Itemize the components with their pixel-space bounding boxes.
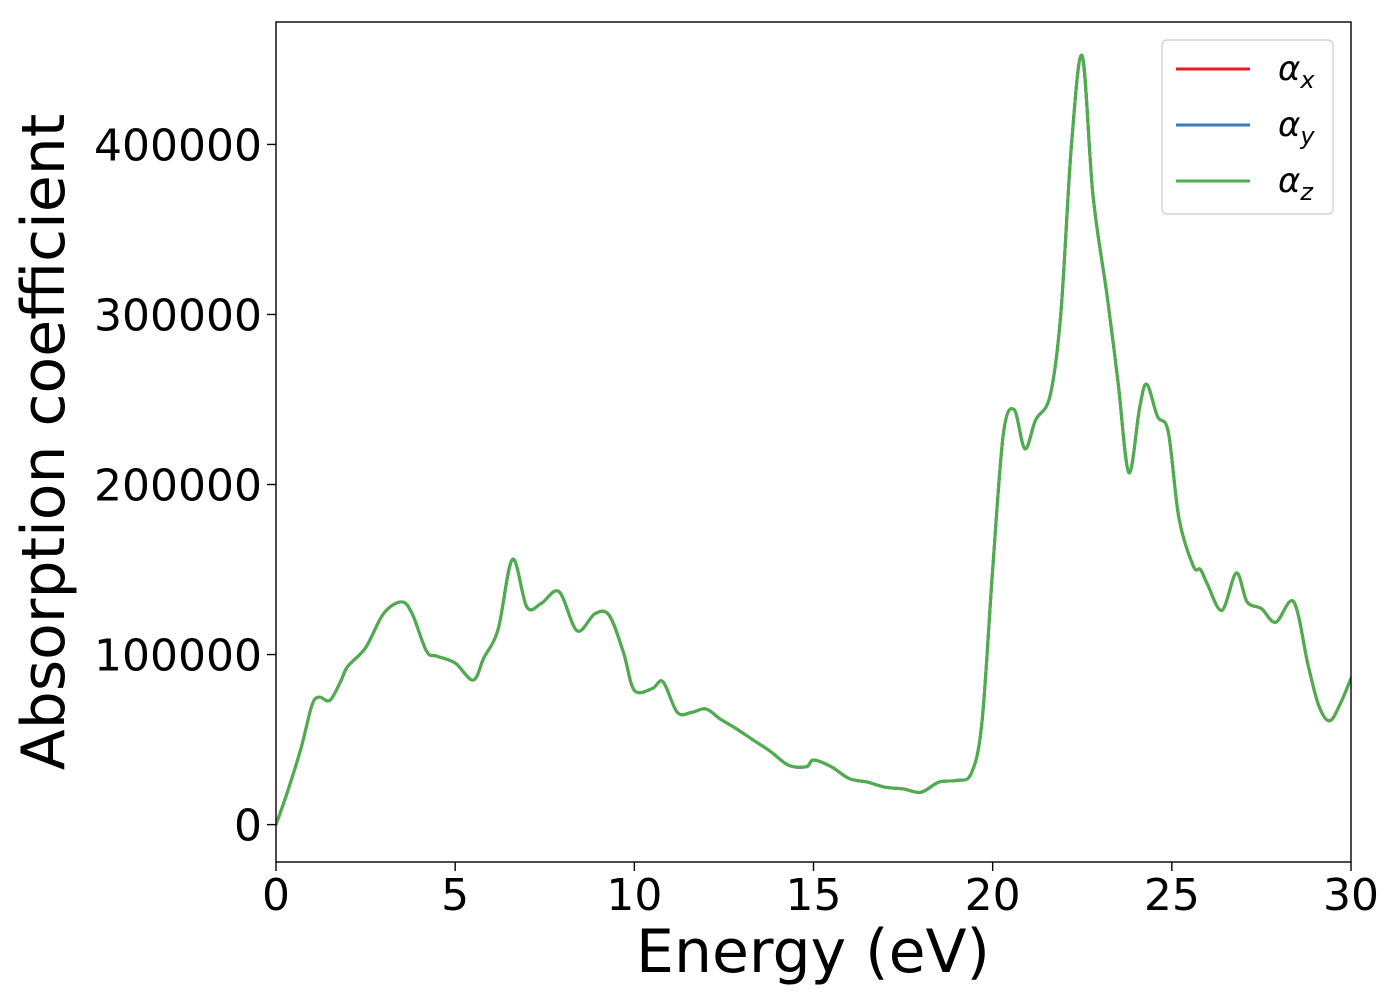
y-axis-title: Absorption coefficient	[9, 114, 79, 771]
legend-label-x: αx	[1278, 49, 1315, 94]
x-tick-label: 5	[441, 870, 469, 921]
x-tick-label: 30	[1323, 870, 1379, 921]
series-line-z	[276, 53, 1351, 827]
y-tick-label: 0	[234, 801, 262, 852]
x-tick-label: 20	[965, 870, 1021, 921]
y-tick-label: 300000	[94, 290, 262, 341]
x-tick-label: 15	[786, 870, 842, 921]
series-layer	[276, 53, 1351, 827]
legend-box	[1161, 39, 1334, 215]
y-tick-label: 400000	[94, 120, 262, 171]
legend-label-y: αy	[1278, 105, 1315, 150]
y-axis-ticks: 0 100000 200000 300000 400000	[94, 120, 276, 852]
x-tick-label: 0	[262, 870, 290, 921]
x-axis-ticks: 0 5 10 15 20 25 30	[262, 862, 1379, 921]
y-tick-label: 200000	[94, 461, 262, 512]
x-tick-label: 25	[1144, 870, 1200, 921]
x-tick-label: 10	[606, 870, 662, 921]
x-axis-title: Energy (eV)	[636, 917, 990, 987]
y-tick-label: 100000	[94, 631, 262, 682]
